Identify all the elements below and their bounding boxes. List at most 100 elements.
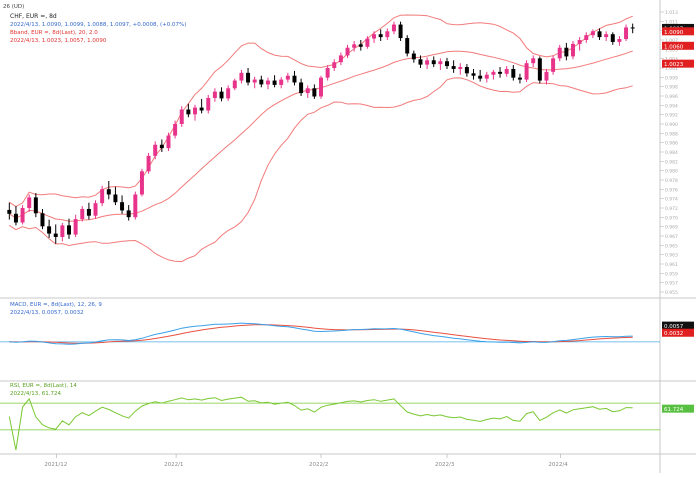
candle-body: [93, 203, 98, 216]
macd-series: [0, 322, 660, 345]
candle-body: [378, 34, 383, 38]
signal-value-label-badge: [662, 328, 694, 337]
bband-label: Bband, EUR =, 8d(Last), 20, 2.0: [10, 30, 98, 36]
price-axis-tick-label: 0.984: [665, 150, 678, 156]
candlestick-series: [7, 21, 635, 244]
candle-body: [292, 75, 297, 83]
candle-body: [425, 60, 430, 65]
candle-body: [571, 43, 575, 57]
price-axis-tick-label: 0.988: [665, 131, 678, 137]
candle-body: [398, 24, 403, 39]
candle-body: [27, 197, 32, 208]
macd-line: [9, 322, 633, 345]
candle-body: [504, 68, 509, 74]
price-axis-tick-label: 0.974: [665, 197, 678, 203]
rsi-value-label: 61.724: [664, 407, 684, 413]
candle-body: [352, 44, 357, 48]
lower-band-line: [9, 77, 633, 263]
candle-body: [133, 194, 138, 218]
price-axis-tick-label: 0.957: [665, 281, 678, 287]
candle-body: [179, 109, 184, 124]
macd-value-label-badge: [662, 321, 694, 330]
candle-body: [584, 35, 589, 40]
candle-body: [557, 47, 562, 59]
candle-body: [597, 31, 602, 38]
candle-body: [80, 208, 85, 220]
candle-body: [551, 58, 556, 72]
candle-body: [511, 68, 516, 78]
price-axis-tick-label: 0.970: [665, 215, 678, 221]
candle-body: [471, 73, 476, 76]
price-axis-tick-label: 0.959: [665, 271, 678, 277]
candle-body: [146, 155, 151, 172]
candle-body: [186, 109, 191, 115]
middle-band-value-label-badge: [662, 41, 694, 50]
chart-title: CHF, EUR =, 8d: [10, 13, 57, 20]
candle-body: [484, 74, 489, 79]
price-axis-tick-label: 0.969: [665, 225, 678, 231]
price-axis-tick-label: 0.976: [665, 187, 678, 193]
candle-body: [391, 24, 396, 32]
rsi-value-label-badge: [662, 404, 694, 413]
price-axis-tick-label: 1.005: [665, 47, 678, 53]
lower-band-value-label-badge: [662, 59, 694, 68]
candle-body: [246, 72, 251, 83]
price-axis-tick-label: 0.965: [665, 243, 678, 249]
candle-body: [60, 225, 65, 237]
price-axis-tick-label: 1.007: [665, 38, 678, 44]
rsi-line: [8, 396, 633, 451]
candle-body: [617, 39, 622, 42]
price-axis-tick-label: 0.961: [665, 262, 678, 268]
candle-body: [232, 80, 237, 89]
candle-body: [564, 47, 569, 57]
candle-body: [385, 31, 390, 38]
candle-body: [279, 79, 284, 85]
candle-body: [120, 202, 125, 211]
candle-body: [299, 82, 304, 94]
corner-label: 26 (UD): [3, 4, 24, 10]
candle-body: [113, 194, 118, 203]
candle-body: [265, 80, 270, 85]
price-axis-tick-label: 0.963: [665, 253, 678, 259]
candle-body: [193, 107, 197, 115]
candle-body: [478, 75, 483, 79]
upper-band-line: [9, 14, 633, 208]
macd-value-label: 0.0057: [664, 324, 684, 330]
rsi-label: RSI, EUR =, 8d(Last), 14: [10, 383, 77, 389]
candle-body: [590, 31, 595, 36]
candle-body: [139, 171, 144, 195]
candle-body: [7, 209, 12, 214]
candle-body: [491, 71, 496, 75]
candle-body: [166, 135, 171, 149]
candle-body: [372, 34, 377, 39]
upper-band-value-label-badge: [662, 27, 694, 36]
candle-body: [272, 80, 277, 85]
candle-body: [537, 58, 542, 81]
price-axis-tick-label: 0.994: [665, 103, 678, 109]
price-axis-tick-label: 1.013: [665, 10, 678, 16]
candle-body: [624, 27, 629, 40]
candle-body: [458, 67, 463, 69]
candle-body: [431, 60, 436, 65]
rsi-series: [0, 396, 660, 451]
price-axis-tick-label: 0.992: [665, 113, 678, 119]
price-axis-tick-label: 0.990: [665, 122, 678, 128]
candle-body: [100, 189, 105, 204]
price-axis-tick-label: 0.998: [665, 85, 678, 91]
price-axis-tick-label: 0.996: [665, 94, 678, 100]
candle-body: [544, 71, 549, 81]
lower-band-value-label: 1.0023: [664, 62, 684, 68]
candle-body: [40, 213, 45, 227]
candle-body: [13, 213, 18, 223]
price-axis-tick-label: 0.980: [665, 169, 678, 175]
candle-body: [259, 79, 264, 85]
candle-body: [517, 77, 522, 80]
price-axis-tick-label: 1.001: [665, 66, 678, 72]
candle-body: [226, 88, 231, 99]
candle-body: [305, 88, 310, 94]
x-axis-tick-label: 2022/3: [435, 462, 455, 468]
candle-body: [159, 144, 164, 149]
